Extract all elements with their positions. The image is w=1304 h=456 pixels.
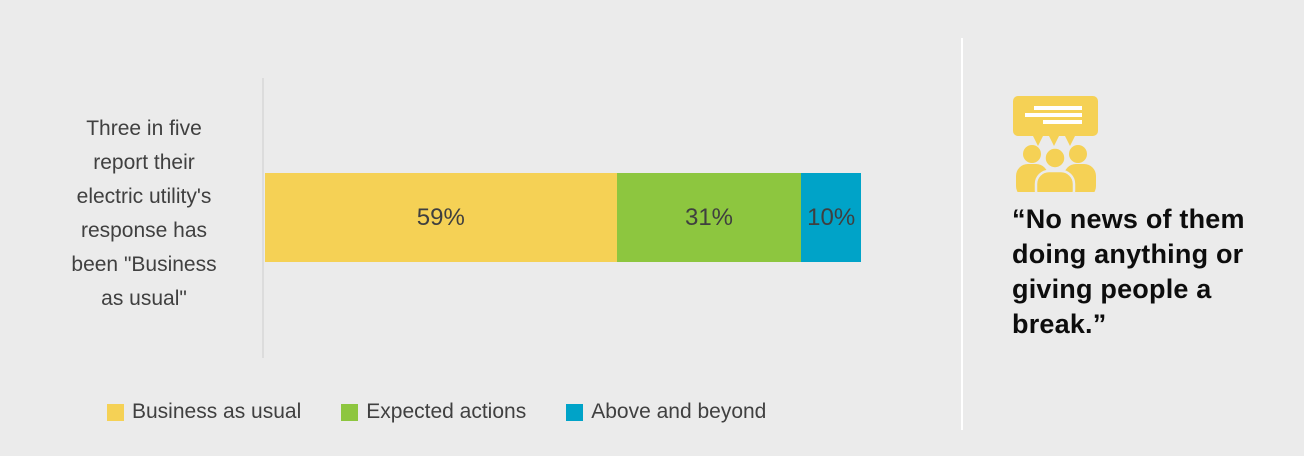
legend-label: Above and beyond (591, 400, 767, 423)
segment-value-label: 31% (684, 203, 734, 231)
section-divider (961, 38, 963, 430)
legend-item-business-as-usual: Business as usual (107, 400, 301, 424)
legend-swatch-yellow (107, 403, 124, 421)
legend-label: Expected actions (366, 400, 527, 423)
legend-item-above-and-beyond: Above and beyond (566, 400, 766, 424)
legend-label: Business as usual (132, 400, 302, 423)
legend-item-expected-actions: Expected actions (341, 400, 526, 424)
bar-segment-above-and-beyond: 10% (801, 173, 861, 262)
segment-value-label: 59% (416, 203, 465, 231)
category-label-line: as usual" (101, 287, 187, 310)
quote-line: doing anything or (1012, 239, 1244, 269)
segment-value-label: 10% (807, 203, 856, 231)
bar-segment-business-as-usual: 59% (265, 173, 617, 262)
legend-swatch-blue (566, 403, 584, 421)
chart-legend: Business as usual Expected actions Above… (107, 400, 766, 424)
quote-line: giving people a (1012, 274, 1212, 304)
category-label-line: Three in five (86, 117, 202, 140)
bar-segment-expected-actions: 31% (616, 173, 802, 262)
quote-line: “No news of them (1012, 204, 1245, 234)
category-label-line: been "Business (71, 253, 217, 276)
category-label-line: response has (80, 219, 208, 242)
stacked-bar: 59% 31% 10% (265, 173, 861, 262)
category-label-line: report their (93, 151, 195, 174)
quote-text: “No news of them doing anything or givin… (1012, 202, 1292, 342)
chart-axis-line (262, 78, 264, 358)
legend-swatch-green (341, 403, 359, 421)
bar-category-label: Three in five report their electric util… (38, 112, 250, 316)
category-label-line: electric utility's (76, 185, 212, 208)
audience-speech-icon (1013, 96, 1098, 192)
quote-line: break.” (1012, 309, 1107, 339)
